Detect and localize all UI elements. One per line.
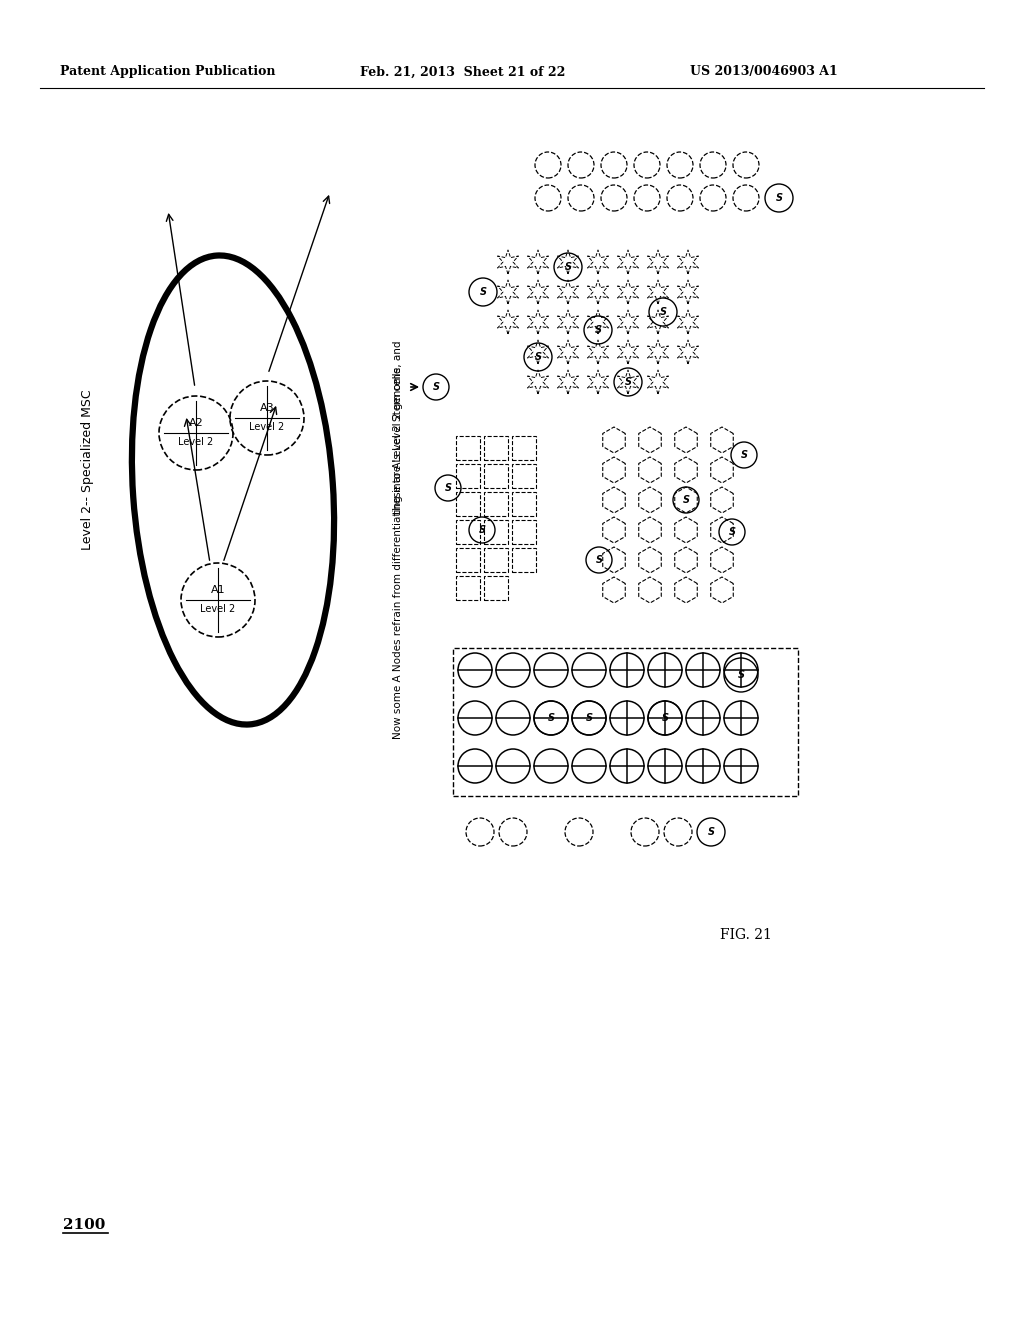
Text: S: S xyxy=(444,483,452,492)
Text: US 2013/0046903 A1: US 2013/0046903 A1 xyxy=(690,66,838,78)
Text: A3: A3 xyxy=(260,403,274,413)
Text: Level 2-- Specialized MSC: Level 2-- Specialized MSC xyxy=(81,389,93,550)
Text: A1: A1 xyxy=(211,585,225,595)
Text: S: S xyxy=(535,352,542,362)
Text: S: S xyxy=(595,325,601,335)
Text: S: S xyxy=(740,450,748,459)
Text: S: S xyxy=(625,378,632,387)
Text: 2100: 2100 xyxy=(63,1218,105,1232)
Text: Patent Application Publication: Patent Application Publication xyxy=(60,66,275,78)
Text: Level 2: Level 2 xyxy=(250,422,285,432)
Text: Feb. 21, 2013  Sheet 21 of 22: Feb. 21, 2013 Sheet 21 of 22 xyxy=(360,66,565,78)
Text: Level 2: Level 2 xyxy=(201,605,236,614)
Text: S: S xyxy=(548,713,555,723)
Text: S: S xyxy=(728,527,735,537)
Text: Now some A Nodes refrain from differentiating into A's Level 2 genome, and: Now some A Nodes refrain from differenti… xyxy=(393,341,403,739)
Text: S: S xyxy=(737,671,744,680)
Text: S: S xyxy=(586,713,593,723)
Text: S: S xyxy=(659,308,667,317)
Text: S: S xyxy=(432,381,439,392)
Text: FIG. 21: FIG. 21 xyxy=(720,928,772,942)
Text: A2: A2 xyxy=(188,418,204,428)
Text: S: S xyxy=(775,193,782,203)
Text: S: S xyxy=(479,286,486,297)
Text: S: S xyxy=(683,495,689,506)
Text: Level 2: Level 2 xyxy=(178,437,214,447)
Text: S: S xyxy=(564,261,571,272)
Text: these are Level 2 Stem cells: these are Level 2 Stem cells xyxy=(393,367,403,513)
Text: S: S xyxy=(708,828,715,837)
Text: S: S xyxy=(662,713,669,723)
Text: S: S xyxy=(478,525,485,535)
Text: S: S xyxy=(596,554,602,565)
